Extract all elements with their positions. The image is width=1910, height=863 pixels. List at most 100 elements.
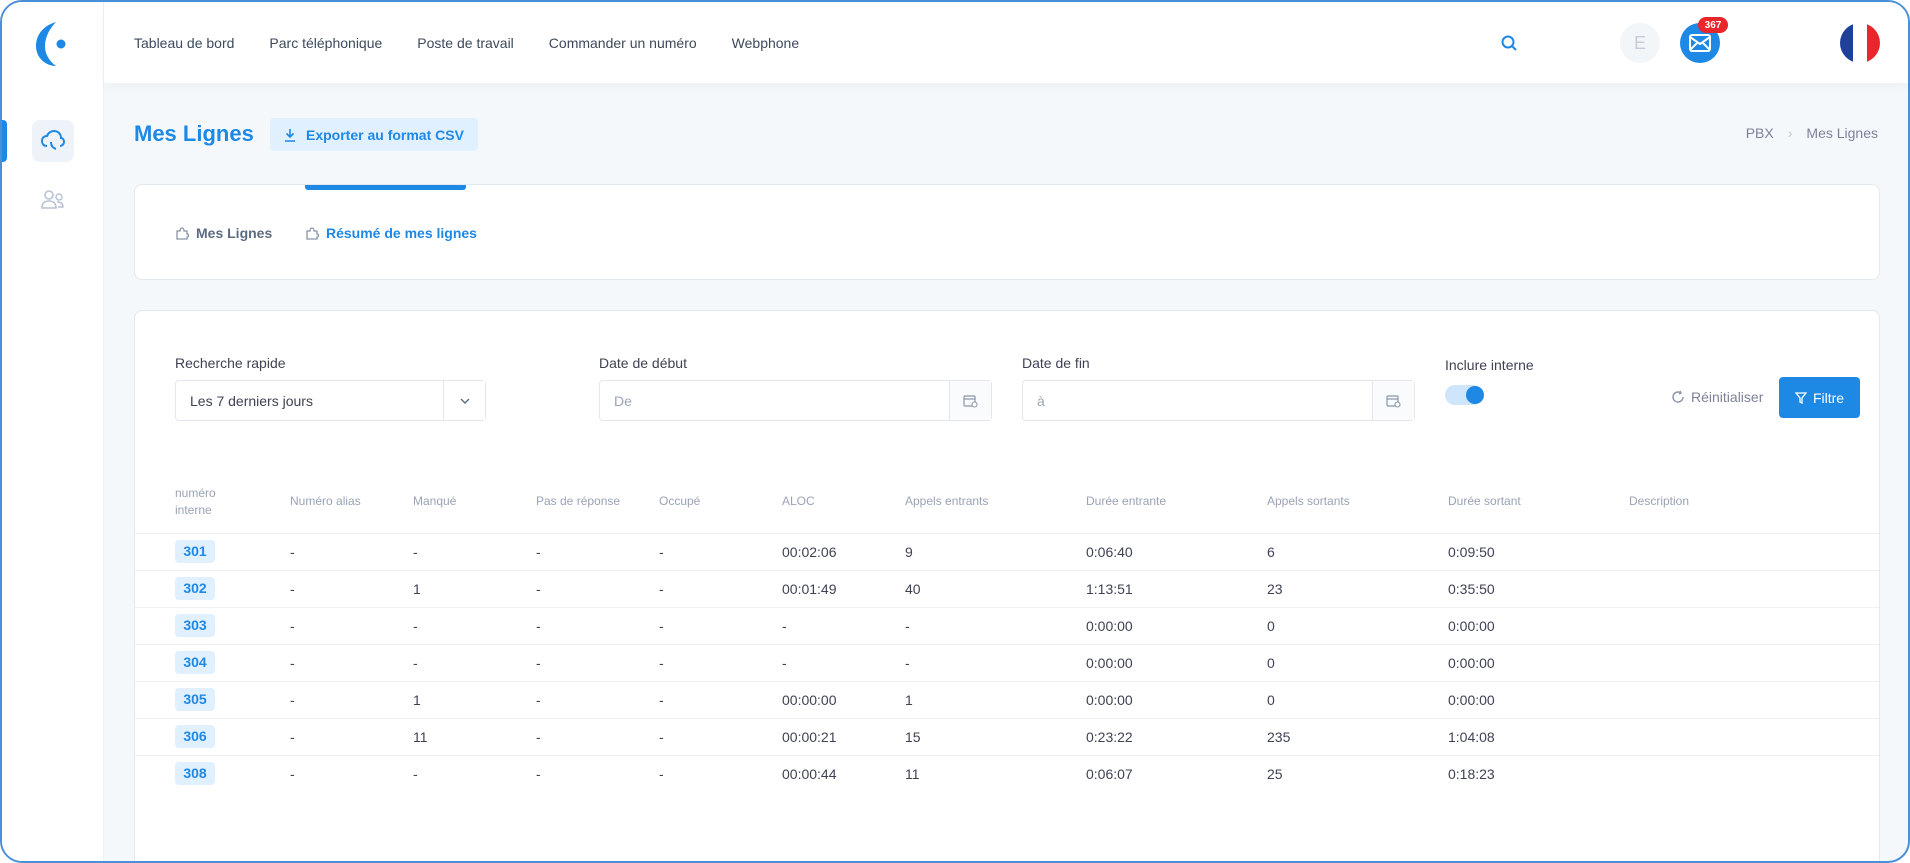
table-cell: - <box>659 532 782 570</box>
reset-button[interactable]: Réinitialiser <box>1671 389 1763 405</box>
table-cell: - <box>905 643 1086 681</box>
user-avatar[interactable]: E <box>1620 23 1660 63</box>
nav-item-order-number[interactable]: Commander un numéro <box>548 34 697 51</box>
table-cell: 00:00:21 <box>782 717 905 755</box>
start-date-field[interactable]: De <box>599 380 992 421</box>
table-row[interactable]: 304- - - - - -0:00:00 0 0:00:00 <box>135 643 1879 681</box>
end-date-placeholder: à <box>1037 392 1045 409</box>
table-cell: - <box>290 532 413 570</box>
sidebar-item-cloud[interactable] <box>32 120 74 162</box>
tab-lines-summary-label: Résumé de mes lignes <box>326 225 477 241</box>
table-cell: 0:18:23 <box>1448 754 1629 792</box>
include-internal-toggle[interactable] <box>1445 385 1484 405</box>
table-cell: 11 <box>905 754 1086 792</box>
cloud-phone-icon <box>40 129 66 150</box>
extension-badge[interactable]: 304 <box>175 651 215 674</box>
end-date-label: Date de fin <box>1022 355 1090 371</box>
col-description[interactable]: Description <box>1629 494 1690 509</box>
table-row[interactable]: 301- - - -00:02:06 9 0:06:40 6 0:09:50 <box>135 532 1879 570</box>
tabs-card: Mes Lignes Résumé de mes lignes <box>134 184 1880 280</box>
table-row[interactable]: 303- - - - - -0:00:00 0 0:00:00 <box>135 606 1879 644</box>
table-cell: - <box>290 680 413 718</box>
table-row[interactable]: 306-11- -00:00:21 15 0:23:22 235 1:04:08 <box>135 717 1879 755</box>
table-cell: - <box>536 754 659 792</box>
table-cell: 15 <box>905 717 1086 755</box>
table-cell: 0:00:00 <box>1086 606 1267 644</box>
col-internal-number[interactable]: numéro interne <box>175 485 216 517</box>
extension-badge[interactable]: 301 <box>175 540 215 563</box>
extension-badge[interactable]: 302 <box>175 577 215 600</box>
table-cell: 0:09:50 <box>1448 532 1629 570</box>
table-row[interactable]: 305-1- -00:00:00 1 0:00:00 0 0:00:00 <box>135 680 1879 718</box>
top-header: Tableau de bord Parc téléphonique Poste … <box>104 2 1908 83</box>
table-cell: - <box>659 643 782 681</box>
table-cell: - <box>659 680 782 718</box>
cell-internal-number: 305 <box>135 680 290 718</box>
export-csv-button[interactable]: Exporter au format CSV <box>270 118 478 151</box>
cell-internal-number: 303 <box>135 606 290 644</box>
lines-table: numéro interne Numéro alias Manqué Pas d… <box>135 471 1879 792</box>
table-cell: - <box>782 643 905 681</box>
table-cell: - <box>290 717 413 755</box>
cell-internal-number: 306 <box>135 717 290 755</box>
quick-search-select[interactable]: Les 7 derniers jours <box>175 380 486 421</box>
table-cell: 0:23:22 <box>1086 717 1267 755</box>
table-cell: - <box>782 606 905 644</box>
table-cell: 1 <box>413 680 536 718</box>
table-cell: 0 <box>1267 606 1448 644</box>
search-icon[interactable] <box>1500 34 1518 52</box>
sidebar-item-users[interactable] <box>32 178 74 220</box>
language-flag-fr-icon[interactable] <box>1840 23 1880 63</box>
mail-icon <box>1689 34 1711 52</box>
extension-badge[interactable]: 308 <box>175 762 215 786</box>
refresh-icon <box>1672 390 1684 403</box>
page-title: Mes Lignes <box>134 121 254 146</box>
table-cell: - <box>536 569 659 607</box>
table-cell: - <box>290 606 413 644</box>
end-date-field[interactable]: à <box>1022 380 1415 421</box>
table-cell: 00:02:06 <box>782 532 905 570</box>
table-row[interactable]: 308- - - -00:00:44 11 0:06:07 25 0:18:23 <box>135 754 1879 792</box>
table-cell: - <box>536 606 659 644</box>
col-incoming-duration[interactable]: Durée entrante <box>1086 494 1167 509</box>
export-csv-label: Exporter au format CSV <box>306 126 464 143</box>
extension-badge[interactable]: 306 <box>175 725 215 748</box>
col-outgoing-duration[interactable]: Durée sortant <box>1448 494 1521 509</box>
col-aloc[interactable]: ALOC <box>782 494 815 509</box>
table-cell: 0 <box>1267 680 1448 718</box>
table-cell <box>1629 643 1879 681</box>
include-internal-label: Inclure interne <box>1445 357 1534 373</box>
tab-lines-summary[interactable]: Résumé de mes lignes <box>305 225 477 241</box>
calendar-icon[interactable] <box>949 381 991 420</box>
col-busy[interactable]: Occupé <box>659 494 701 509</box>
table-cell: 11 <box>413 717 536 755</box>
nav-item-phone-fleet[interactable]: Parc téléphonique <box>269 34 383 51</box>
table-header-row: numéro interne Numéro alias Manqué Pas d… <box>135 471 1879 533</box>
nav-item-workstation[interactable]: Poste de travail <box>417 34 514 51</box>
col-outgoing-calls[interactable]: Appels sortants <box>1267 494 1350 509</box>
table-cell: 00:00:00 <box>782 680 905 718</box>
col-no-answer[interactable]: Pas de réponse <box>536 494 621 509</box>
nav-item-webphone[interactable]: Webphone <box>731 34 800 51</box>
table-cell: 0:00:00 <box>1448 606 1629 644</box>
nav-item-dashboard[interactable]: Tableau de bord <box>134 34 235 51</box>
filter-button[interactable]: Filtre <box>1779 377 1860 418</box>
app-logo[interactable] <box>34 20 74 68</box>
col-incoming-calls[interactable]: Appels entrants <box>905 494 989 509</box>
chevron-down-icon[interactable] <box>443 381 485 420</box>
mail-count-badge: 367 <box>1698 17 1728 33</box>
breadcrumb-current: Mes Lignes <box>1806 125 1878 141</box>
table-cell: - <box>905 606 1086 644</box>
table-cell <box>1629 717 1879 755</box>
extension-badge[interactable]: 303 <box>175 614 215 637</box>
col-missed[interactable]: Manqué <box>413 494 457 509</box>
extension-badge[interactable]: 305 <box>175 688 215 711</box>
calendar-icon[interactable] <box>1372 381 1414 420</box>
chevron-right-icon: › <box>1787 125 1793 141</box>
cell-internal-number: 308 <box>135 754 290 792</box>
table-cell: 1:13:51 <box>1086 569 1267 607</box>
tab-my-lines[interactable]: Mes Lignes <box>175 225 272 241</box>
breadcrumb-pbx[interactable]: PBX <box>1745 125 1774 141</box>
col-alias[interactable]: Numéro alias <box>290 494 361 509</box>
table-row[interactable]: 302-1- -00:01:49 40 1:13:51 23 0:35:50 <box>135 569 1879 607</box>
